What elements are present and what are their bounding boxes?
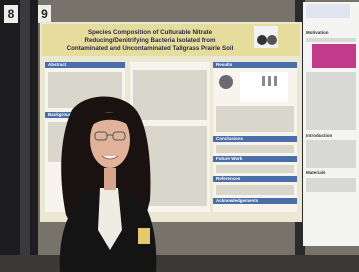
board-post	[0, 0, 38, 272]
page: 8 9 Species Composition of Culturable Ni…	[0, 0, 359, 272]
neck	[104, 168, 116, 190]
section-title: Future Work	[216, 156, 243, 161]
board-number: 9	[41, 7, 48, 21]
section-title: Motivation	[306, 30, 329, 35]
logo-seal	[257, 35, 267, 45]
section-title: Acknowledgements	[216, 198, 259, 203]
right-poster-logo	[306, 4, 350, 18]
micrograph	[312, 44, 356, 68]
section-title: Abstract	[48, 62, 67, 67]
board-edge	[20, 0, 30, 272]
section-title: Materials	[306, 170, 326, 175]
section-title: Results	[216, 62, 233, 67]
poster-title: Contaminated and Uncontaminated Tallgras…	[67, 45, 234, 52]
section-title: References	[216, 176, 241, 181]
poster-title: Species Composition of Culturable Nitrat…	[88, 29, 213, 36]
logo-seal	[267, 35, 277, 45]
pie-figure	[219, 75, 233, 89]
section-title: Conclusions	[216, 136, 243, 141]
name-badge	[138, 228, 150, 244]
chart-bars	[262, 76, 277, 86]
section-title: Introduction	[306, 133, 332, 138]
floor-shadow	[0, 255, 359, 272]
poster-title: Reducing/Denitrifying Bacteria Isolated …	[85, 37, 216, 44]
scene: 8 9 Species Composition of Culturable Ni…	[0, 0, 359, 272]
board-number: 8	[8, 7, 15, 21]
